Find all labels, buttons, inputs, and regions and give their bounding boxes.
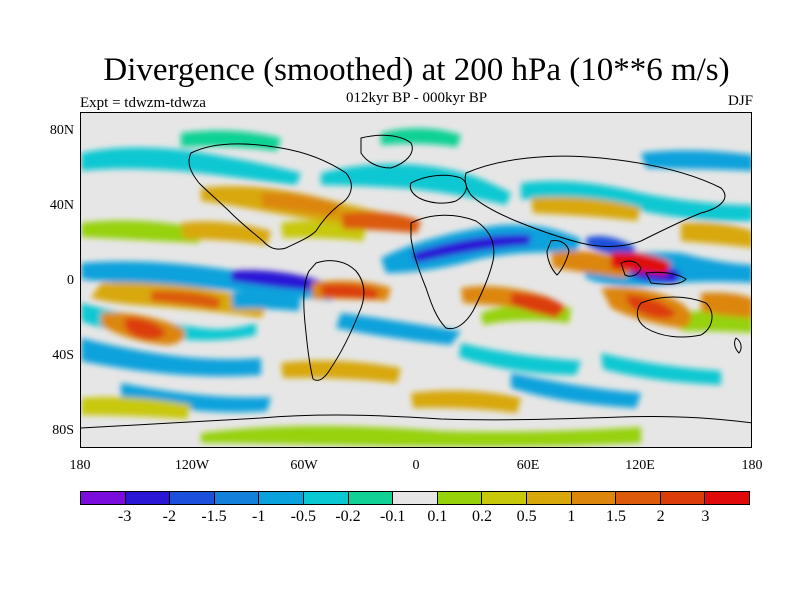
colorbar-swatch xyxy=(125,492,171,504)
colorbar-swatch xyxy=(571,492,617,504)
lon-label-120w: 120W xyxy=(174,458,210,473)
colorbar-label: 2 xyxy=(656,508,665,525)
colorbar-swatch xyxy=(393,492,438,504)
colorbar-swatch xyxy=(303,492,349,504)
colorbar-swatch xyxy=(437,492,483,504)
colorbar-swatch xyxy=(214,492,260,504)
colorbar-swatch xyxy=(482,492,527,504)
lon-label-180-east: 180 xyxy=(741,458,763,473)
colorbar-swatch xyxy=(526,492,572,504)
colorbar-label: -1 xyxy=(251,508,266,525)
colorbar-label: 0.5 xyxy=(516,508,537,525)
colorbar-swatch xyxy=(616,492,661,504)
map-canvas xyxy=(81,113,751,447)
lon-label-60w: 60W xyxy=(290,458,318,473)
colorbar-swatch xyxy=(348,492,394,504)
coastlines xyxy=(81,134,751,429)
lon-label-60e: 60E xyxy=(516,458,540,473)
colorbar-label: 0.1 xyxy=(427,508,448,525)
lon-label-120e: 120E xyxy=(625,458,655,473)
lat-label-40s: 40S xyxy=(52,348,74,363)
colorbar-swatch xyxy=(81,492,126,504)
lat-label-80s: 80S xyxy=(52,423,74,438)
colorbar-label: 1.5 xyxy=(606,508,626,525)
experiment-label: Expt = tdwzm-tdwza xyxy=(80,95,206,111)
season-label: DJF xyxy=(727,93,753,109)
colorbar-swatch xyxy=(259,492,304,504)
colorbar-label: 0.2 xyxy=(472,508,492,525)
colorbar-label: -0.2 xyxy=(335,508,361,525)
colorbar-label: -1.5 xyxy=(201,508,227,525)
lon-label-0: 0 xyxy=(412,458,420,473)
colorbar-label: -0.1 xyxy=(379,508,406,525)
lon-label-180-west: 180 xyxy=(69,458,91,473)
chart-title: Divergence (smoothed) at 200 hPa (10**6 … xyxy=(103,52,730,88)
colorbar xyxy=(80,491,750,505)
divergence-map xyxy=(80,112,752,448)
colorbar-label: -0.5 xyxy=(290,508,316,525)
colorbar-swatch xyxy=(660,492,706,504)
colorbar-label: 1 xyxy=(567,508,576,525)
colorbar-swatch xyxy=(170,492,215,504)
colorbar-label: -3 xyxy=(117,508,132,525)
colorbar-label: -2 xyxy=(162,508,176,525)
colorbar-swatch xyxy=(705,492,749,504)
colorbar-label: 3 xyxy=(701,508,710,525)
lat-label-40n: 40N xyxy=(49,198,74,213)
lat-label-80n: 80N xyxy=(49,123,74,138)
lat-label-0: 0 xyxy=(67,273,74,288)
chart-subtitle: 012kyr BP - 000kyr BP xyxy=(345,90,488,106)
